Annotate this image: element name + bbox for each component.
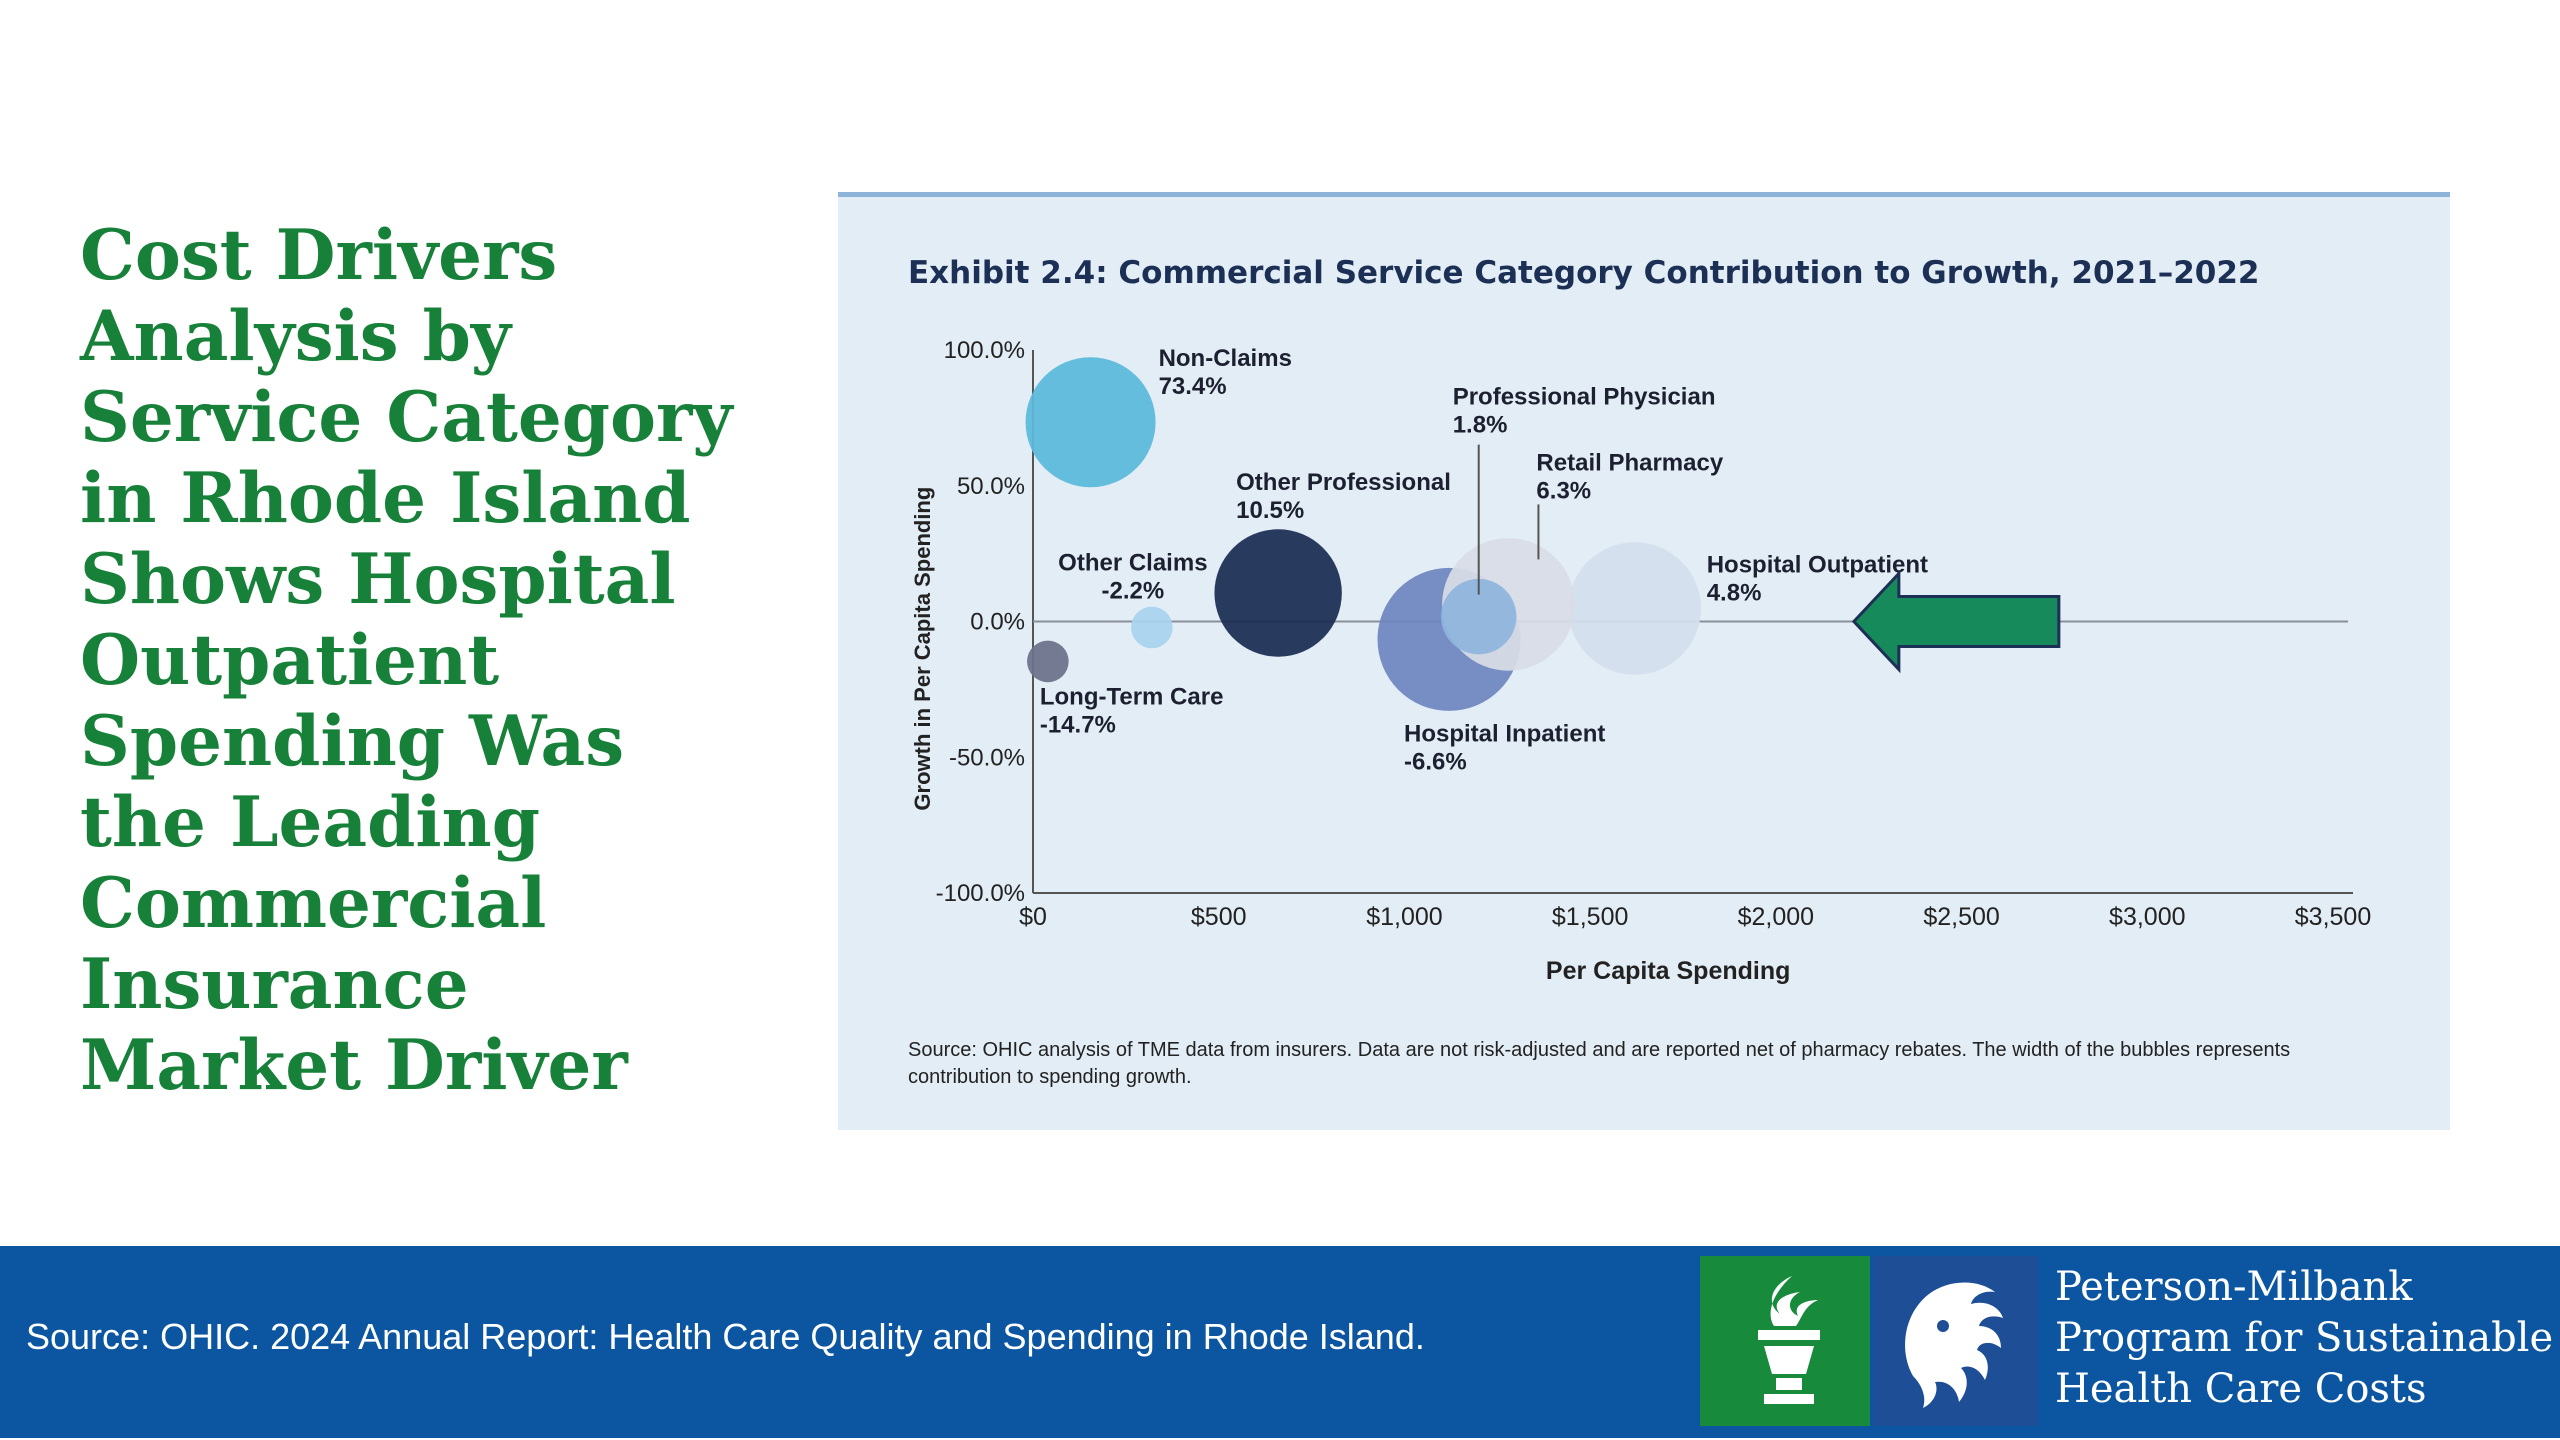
slide-title-line: the Leading xyxy=(80,782,540,863)
slide-title-line: Outpatient xyxy=(80,620,500,701)
y-tick-label: 50.0% xyxy=(957,473,1025,500)
y-axis-label: Growth in Per Capita Spending xyxy=(910,487,935,811)
torch-logo-icon xyxy=(1700,1256,1870,1426)
slide-title-line: Service Category xyxy=(80,377,733,458)
bubble-label-name: Retail Pharmacy xyxy=(1536,449,1723,476)
y-tick-label: -100.0% xyxy=(936,880,1025,907)
chart-source-note: Source: OHIC analysis of TME data from i… xyxy=(908,1039,2291,1088)
bubble-non-claims xyxy=(1025,357,1156,488)
bubble-other-claims xyxy=(1131,606,1173,649)
slide-title-line: Market Driver xyxy=(80,1025,628,1106)
bubble-professional-physician xyxy=(1441,578,1517,655)
chart-panel: Exhibit 2.4: Commercial Service Category… xyxy=(838,192,2450,1130)
footer-source: Source: OHIC. 2024 Annual Report: Health… xyxy=(26,1316,1425,1357)
x-tick-label: $500 xyxy=(1191,903,1247,931)
logo-text-line: Health Care Costs xyxy=(2055,1366,2427,1412)
highlight-arrow-icon xyxy=(1851,569,2061,674)
bubble-label-value: 10.5% xyxy=(1236,497,1304,524)
bubble-other-professional xyxy=(1214,529,1342,657)
y-tick-label: 0.0% xyxy=(970,609,1025,636)
bubble-label-name: Other Professional xyxy=(1236,469,1451,496)
x-tick-label: $1,000 xyxy=(1366,903,1442,931)
bubble-label-name: Long-Term Care xyxy=(1040,683,1224,710)
slide-title-line: Analysis by xyxy=(80,296,511,377)
logo-text-line: Peterson-Milbank xyxy=(2055,1264,2413,1310)
slide-title-line: Shows Hospital xyxy=(80,539,676,620)
x-tick-label: $3,000 xyxy=(2109,903,2185,931)
program-logo-text: Peterson-Milbank Program for Sustainable… xyxy=(2055,1262,2553,1415)
x-tick-label: $2,500 xyxy=(1923,903,1999,931)
bubble-label-value: 6.3% xyxy=(1536,477,1591,504)
x-tick-label: $0 xyxy=(1019,903,1047,931)
slide-title-line: in Rhode Island xyxy=(80,458,691,539)
bubble-label-name: Other Claims xyxy=(1058,549,1207,576)
slide-title-line: Cost Drivers xyxy=(80,215,558,296)
bubble-label-value: -14.7% xyxy=(1040,711,1116,738)
bubble-label-value: -6.6% xyxy=(1404,748,1467,775)
slide-title-line: Insurance xyxy=(80,944,469,1025)
x-tick-label: $1,500 xyxy=(1552,903,1628,931)
bubble-label-value: -2.2% xyxy=(1102,577,1165,604)
bubble-long-term-care xyxy=(1027,640,1069,683)
y-tick-label: 100.0% xyxy=(944,337,1025,364)
logo-text-line: Program for Sustainable xyxy=(2055,1315,2554,1361)
bubble-label-value: 73.4% xyxy=(1159,373,1227,400)
x-axis-label: Per Capita Spending xyxy=(1546,957,1790,985)
bubble-hospital-outpatient xyxy=(1568,542,1702,675)
chart-title: Exhibit 2.4: Commercial Service Category… xyxy=(908,255,2260,291)
x-tick-label: $2,000 xyxy=(1738,903,1814,931)
bubble-chart: 100.0% 50.0% 0.0% -50.0% -100.0%$0 $500 $1,000… xyxy=(910,337,2371,985)
footer-bar: Source: OHIC. 2024 Annual Report: Health… xyxy=(0,1246,2560,1438)
bubble-label-value: 4.8% xyxy=(1707,579,1762,606)
bubble-label-name: Professional Physician xyxy=(1453,384,1716,411)
slide-title: Cost Drivers Analysis by Service Categor… xyxy=(80,215,780,1106)
y-tick-label: -50.0% xyxy=(949,744,1025,771)
bubble-label-value: 1.8% xyxy=(1453,412,1508,439)
slide-title-line: Spending Was xyxy=(80,701,625,782)
bubble-label-name: Hospital Inpatient xyxy=(1404,720,1605,747)
lion-logo-icon xyxy=(1873,1256,2038,1426)
slide-title-line: Commercial xyxy=(80,863,547,944)
bubble-label-name: Hospital Outpatient xyxy=(1707,551,1928,578)
x-tick-label: $3,500 xyxy=(2295,903,2371,931)
bubble-label-name: Non-Claims xyxy=(1159,345,1292,372)
